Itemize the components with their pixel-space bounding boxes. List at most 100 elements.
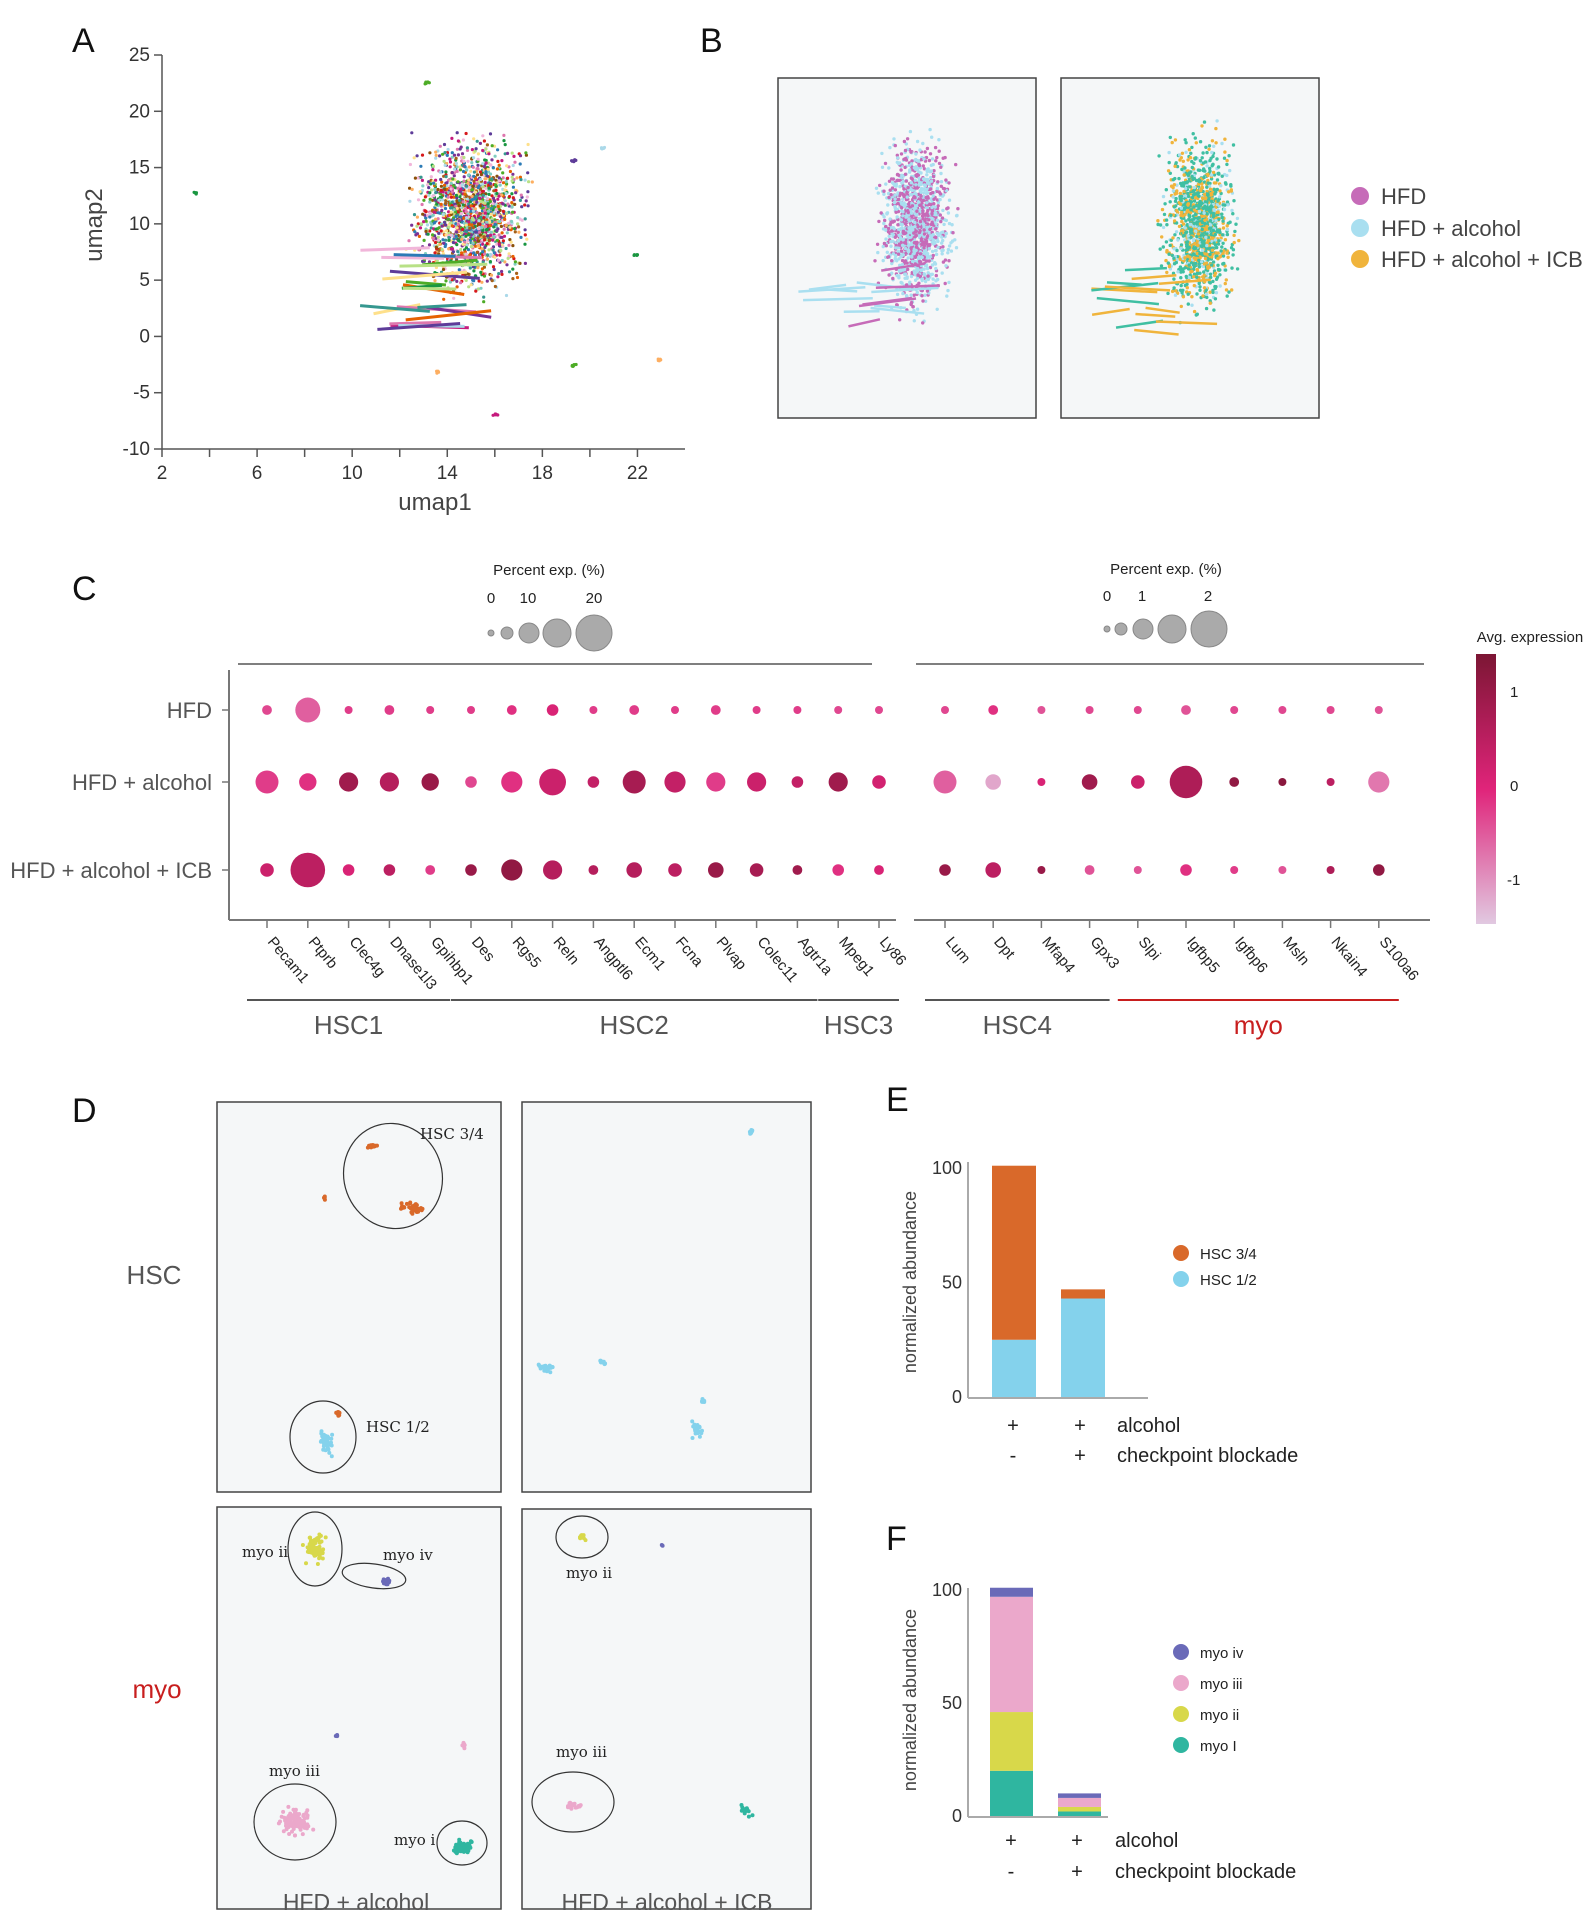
b-point — [1195, 275, 1199, 279]
d-point — [320, 1551, 325, 1556]
umap-point — [466, 159, 470, 163]
b-point — [930, 209, 935, 213]
b-point — [1177, 176, 1181, 181]
b-point — [887, 179, 892, 183]
b-point — [1166, 261, 1171, 265]
b-point — [933, 205, 937, 209]
b-point — [954, 214, 959, 218]
d-point — [748, 1131, 753, 1136]
umap-point — [434, 178, 438, 182]
umap-point — [518, 175, 523, 179]
b-point — [1202, 286, 1207, 290]
umap-point — [455, 226, 459, 230]
b-point — [1188, 185, 1192, 189]
b-point — [934, 235, 938, 240]
umap-point — [488, 163, 492, 167]
b-point — [1218, 268, 1222, 272]
umap-point — [432, 210, 436, 214]
b-point — [1215, 178, 1220, 182]
b-point — [1225, 294, 1229, 298]
umap-point — [503, 199, 507, 203]
d-point — [329, 1454, 334, 1459]
b-point — [920, 294, 924, 298]
b-point — [893, 256, 897, 261]
umap-point — [452, 153, 457, 157]
b-point — [939, 180, 944, 184]
umap-point — [470, 194, 474, 198]
umap-point — [510, 175, 514, 179]
b-point — [922, 232, 927, 236]
umap-point — [444, 229, 449, 233]
b-point — [934, 227, 938, 231]
b-point — [904, 231, 908, 235]
umap-point — [433, 198, 437, 202]
umap-point — [484, 224, 488, 228]
d-point — [320, 1556, 325, 1561]
umap-point — [483, 208, 487, 212]
umap-point — [510, 201, 514, 205]
umap-point — [504, 246, 508, 251]
umap-point — [475, 200, 479, 204]
b-point — [1186, 234, 1190, 238]
b-point — [1202, 167, 1206, 171]
b-point — [1191, 252, 1196, 256]
c-gene-label: Dpt — [990, 934, 1019, 963]
b-point — [877, 219, 881, 224]
size-legend-left-20: 20 — [586, 590, 603, 607]
b-point — [890, 181, 895, 185]
umap-point — [408, 199, 412, 203]
b-point — [900, 181, 904, 185]
b-point — [940, 271, 944, 275]
umap-point — [415, 154, 419, 158]
b-point — [886, 255, 891, 259]
b-point — [1181, 214, 1185, 218]
b-point — [1172, 183, 1177, 187]
umap-point — [482, 235, 486, 239]
d-point — [404, 1201, 409, 1206]
umap-point — [500, 243, 504, 247]
umap-point — [457, 204, 461, 208]
umap-point — [462, 155, 466, 160]
umap-point — [454, 234, 458, 238]
b-streak — [870, 306, 925, 315]
umap-point — [462, 159, 466, 163]
umap-point — [456, 186, 460, 190]
b-point — [914, 183, 918, 187]
c-dot — [941, 706, 949, 714]
b-point — [915, 276, 920, 280]
umap-point — [492, 267, 496, 272]
c-dot — [339, 772, 359, 792]
umap-point — [474, 147, 478, 151]
umap-point — [493, 412, 497, 416]
umap-point — [416, 176, 420, 180]
b-point — [946, 251, 950, 255]
umap-point — [450, 136, 454, 140]
b-point — [934, 279, 938, 283]
b-point — [922, 267, 926, 271]
b-point — [917, 216, 922, 220]
umap-point — [452, 174, 456, 178]
b-point — [917, 256, 921, 260]
b-point — [1222, 156, 1227, 160]
c-gene-label: Fcna — [672, 934, 707, 971]
c-dot — [425, 865, 436, 875]
b-point — [1180, 151, 1185, 155]
b-point — [897, 243, 902, 247]
umap-point — [443, 206, 448, 211]
b-point — [896, 223, 900, 227]
b-point — [935, 186, 940, 191]
b-streak — [1155, 320, 1218, 326]
umap-point — [467, 233, 471, 237]
umap-point — [441, 152, 445, 156]
dot-plot-panel-c: Percent exp. (%) 0 10 20 Percent exp. (%… — [10, 561, 1583, 1040]
d-point — [408, 1206, 413, 1211]
d-point — [314, 1546, 319, 1551]
b-point — [1225, 251, 1229, 255]
umap-point — [467, 189, 471, 193]
umap-point — [450, 155, 454, 159]
b-point — [928, 127, 932, 132]
b-point — [1231, 253, 1235, 257]
b-point — [917, 192, 921, 196]
umap-point — [482, 216, 486, 220]
b-point — [882, 192, 886, 196]
